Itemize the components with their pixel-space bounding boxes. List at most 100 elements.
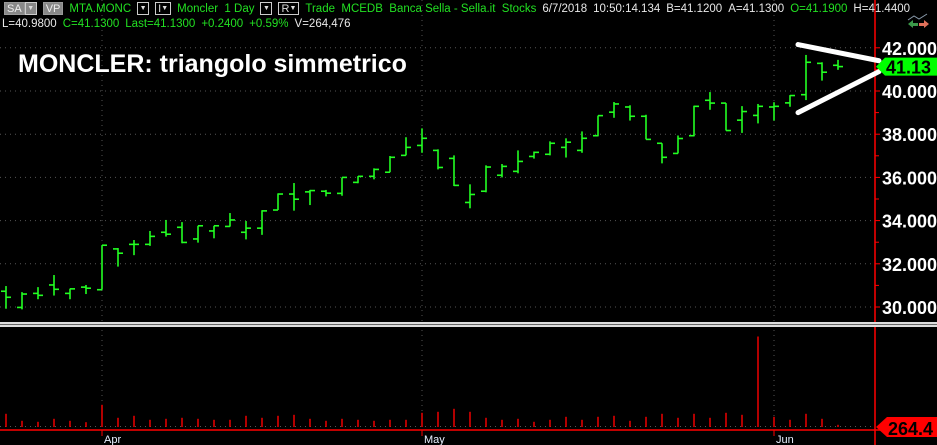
last-volume-marker [876, 417, 937, 437]
ohlc-bar [129, 240, 139, 256]
ohlc-bar [561, 138, 571, 158]
triangle-trendline [795, 42, 882, 64]
ohlc-bar [177, 222, 187, 244]
ohlc-bar [497, 164, 507, 178]
close-label: C=41.1300 [62, 18, 120, 30]
ohlc-bar [273, 193, 283, 211]
price-axis-label: 32.000 [882, 255, 937, 275]
last-volume-label: 264.4 [888, 419, 933, 439]
ohlc-bar [97, 244, 107, 291]
dropdown-arrow-icon[interactable]: ▼ [260, 2, 273, 15]
symbol-label[interactable]: MTA.MONC [69, 2, 132, 15]
ohlc-bar [721, 102, 731, 132]
chart-scroll-arrows-icon[interactable] [907, 13, 931, 29]
ohlc-bar [529, 151, 539, 159]
price-axis-label: 38.000 [882, 125, 937, 145]
date-axis-label: Apr [104, 434, 121, 445]
ohlc-bar [833, 59, 843, 70]
ohlc-bar [545, 141, 555, 156]
ohlc-bar [241, 221, 251, 240]
ohlc-bar [593, 114, 603, 137]
instrument-label: Moncler 1 Day [177, 2, 255, 15]
ohlc-bar [401, 137, 411, 157]
annotation-title: MONCLER: triangolo simmetrico [18, 50, 407, 78]
sa-combo[interactable]: SA ▼ [4, 2, 37, 15]
last-price-label: 41.13 [886, 58, 931, 78]
dropdown-arrow-icon: ▼ [161, 5, 169, 12]
ask-label: A=41.1300 [728, 2, 785, 15]
last-label: Last=41.1300 [125, 18, 196, 30]
ohlc-bar [609, 102, 619, 118]
ohlc-bar [289, 183, 299, 211]
ohlc-bar [337, 176, 347, 196]
ohlc-bar [1, 286, 11, 309]
ohlc-bar [737, 106, 747, 133]
ohlc-bar [305, 189, 315, 206]
ohlc-bar [17, 292, 27, 310]
ohlc-bar [353, 175, 363, 184]
ohlc-bar [625, 105, 635, 121]
ohlc-bar [673, 135, 683, 155]
dropdown-arrow-icon: ▼ [289, 5, 297, 12]
ohlc-bar [769, 102, 779, 121]
price-axis-label: 30.000 [882, 298, 937, 318]
ohlc-bar [465, 184, 475, 209]
last-price-marker [876, 57, 937, 76]
dropdown-arrow-icon[interactable]: ▼ [137, 2, 150, 15]
ohlc-bar [369, 168, 379, 180]
feed-label: Trade MCEDB Banca Sella - Sella.it Stock… [305, 2, 537, 15]
sa-button[interactable]: SA [4, 2, 25, 15]
vp-button[interactable]: VP [42, 2, 64, 15]
ohlc-bar [161, 219, 171, 237]
ohlc-bar [81, 284, 91, 295]
high-label: H=41.4400 [853, 2, 911, 15]
low-label: L=40.9800 [2, 18, 57, 30]
r-button-label: R [281, 2, 290, 15]
ohlc-bar [225, 213, 235, 228]
ohlc-bar [321, 189, 331, 197]
ohlc-bar [33, 287, 43, 300]
price-axis-label: 42.000 [882, 39, 937, 59]
ohlc-bar [385, 156, 395, 174]
ohlc-bar [193, 224, 203, 243]
volume-label: V=264,476 [294, 18, 351, 30]
change-label: +0.2400 [201, 18, 244, 30]
open-label: O=41.1900 [790, 2, 848, 15]
price-axis-label: 34.000 [882, 212, 937, 232]
dropdown-arrow-icon[interactable]: ▼ [24, 2, 37, 15]
ohlc-bar [449, 155, 459, 187]
chart-header-row-1: SA ▼ VP MTA.MONC ▼ I ▼ Moncler 1 Day ▼ R ▼… [4, 1, 910, 16]
bid-label: B=41.1200 [666, 2, 723, 15]
change-pct-label: +0.59% [249, 18, 289, 30]
ohlc-bar [513, 150, 523, 174]
ohlc-bar [49, 275, 59, 296]
indicator-button-label: I [158, 2, 162, 15]
ohlc-bar [481, 165, 491, 193]
r-button[interactable]: R ▼ [278, 2, 300, 15]
indicator-button[interactable]: I ▼ [155, 2, 172, 15]
date-label: 6/7/2018 [542, 2, 588, 15]
ohlc-bar [801, 54, 811, 101]
chart-header-row-2: L=40.9800 C=41.1300 Last=41.1300 +0.2400… [2, 17, 351, 31]
ohlc-bar [817, 62, 827, 81]
ohlc-bar [113, 248, 123, 267]
ohlc-bar [257, 210, 267, 235]
price-axis-label: 40.000 [882, 82, 937, 102]
triangle-trendline [795, 69, 882, 116]
ohlc-bar [705, 92, 715, 110]
ohlc-bar [641, 114, 651, 141]
ohlc-bar [417, 128, 427, 153]
date-axis-label: Jun [776, 434, 794, 445]
ohlc-bar [145, 230, 155, 246]
date-axis-label: May [424, 434, 445, 445]
ohlc-bar [65, 288, 75, 300]
ohlc-bar [209, 224, 219, 239]
ohlc-bar [657, 142, 667, 164]
ohlc-bar [753, 103, 763, 124]
time-label: 10:50:14.134 [593, 2, 661, 15]
ohlc-bar [689, 105, 699, 137]
ohlc-bar [785, 94, 795, 107]
price-axis-label: 36.000 [882, 168, 937, 188]
ohlc-bar [433, 149, 443, 170]
